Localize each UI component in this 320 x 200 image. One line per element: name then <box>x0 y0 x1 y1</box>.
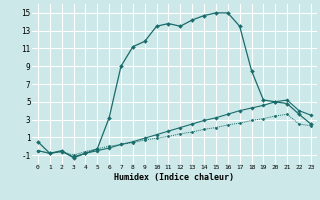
X-axis label: Humidex (Indice chaleur): Humidex (Indice chaleur) <box>115 173 234 182</box>
